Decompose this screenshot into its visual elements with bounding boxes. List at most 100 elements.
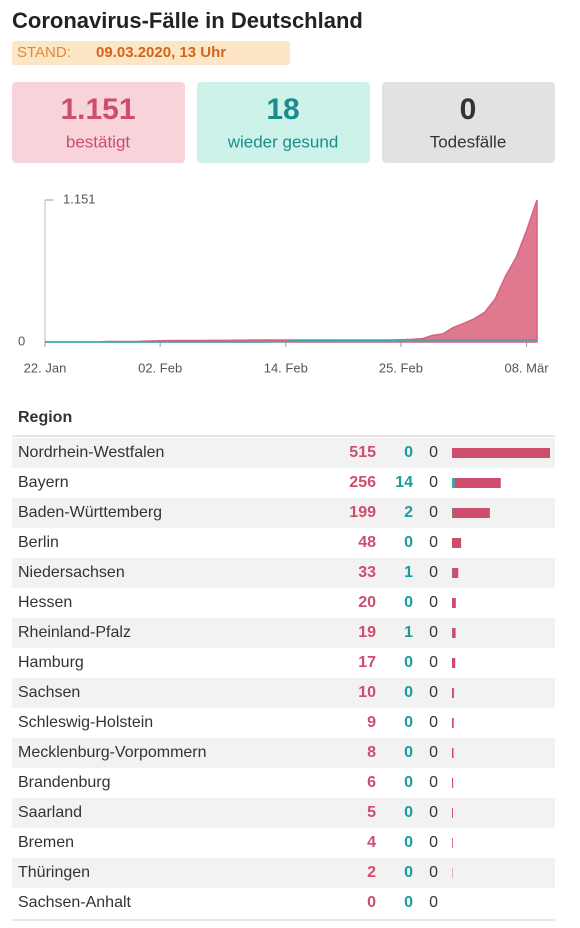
confirmed: 17	[358, 654, 376, 671]
recovered: 0	[404, 684, 413, 701]
recovered: 0	[404, 864, 413, 881]
recovered: 0	[404, 744, 413, 761]
recovered: 0	[404, 774, 413, 791]
confirmed-bar	[452, 568, 459, 578]
stat-card	[12, 82, 185, 163]
confirmed: 10	[358, 684, 376, 701]
confirmed: 9	[367, 714, 376, 731]
table-header: Region	[18, 409, 72, 426]
region-name: Mecklenburg-Vorpommern	[18, 744, 207, 761]
region-name: Hamburg	[18, 654, 84, 671]
x-tick-label: 25. Feb	[379, 360, 423, 375]
region-name: Brandenburg	[18, 774, 111, 791]
stand-badge	[12, 41, 290, 65]
region-name: Hessen	[18, 594, 72, 611]
recovered: 1	[404, 624, 413, 641]
confirmed: 48	[358, 534, 376, 551]
x-tick-label: 22. Jan	[24, 360, 67, 375]
recovered: 0	[404, 534, 413, 551]
title: Coronavirus-Fälle in Deutschland	[12, 8, 363, 33]
confirmed: 19	[358, 624, 376, 641]
deaths: 0	[429, 894, 438, 911]
region-name: Rheinland-Pfalz	[18, 624, 131, 641]
confirmed: 256	[349, 474, 376, 491]
deaths: 0	[429, 564, 438, 581]
confirmed-bar	[452, 688, 454, 698]
region-name: Berlin	[18, 534, 59, 551]
region-name: Schleswig-Holstein	[18, 714, 153, 731]
confirmed-bar	[452, 598, 456, 608]
y-tick-label: 1.151	[63, 191, 96, 206]
deaths: 0	[429, 594, 438, 611]
y-tick-label: 0	[18, 333, 25, 348]
region-name: Sachsen	[18, 684, 80, 701]
region-name: Nordrhein-Westfalen	[18, 444, 164, 461]
stat-value: 18	[266, 93, 299, 126]
stat-card	[197, 82, 370, 163]
deaths: 0	[429, 744, 438, 761]
deaths: 0	[429, 474, 438, 491]
confirmed: 515	[349, 444, 376, 461]
deaths: 0	[429, 714, 438, 731]
confirmed: 5	[367, 804, 376, 821]
deaths: 0	[429, 654, 438, 671]
deaths: 0	[429, 444, 438, 461]
recovered-bar	[452, 478, 455, 488]
stat-value: 0	[460, 93, 477, 126]
confirmed: 6	[367, 774, 376, 791]
confirmed-bar	[452, 448, 550, 458]
confirmed: 20	[358, 594, 376, 611]
area	[45, 199, 538, 343]
stat-label: wieder gesund	[227, 132, 339, 151]
recovered: 14	[395, 474, 413, 491]
deaths: 0	[429, 684, 438, 701]
confirmed-bar	[452, 778, 454, 788]
recovered: 0	[404, 894, 413, 911]
region-name: Niedersachsen	[18, 564, 125, 581]
row-bg	[12, 678, 555, 708]
recovered: 0	[404, 714, 413, 731]
confirmed-bar	[452, 538, 462, 548]
row-bg	[12, 558, 555, 588]
row-bg	[12, 858, 555, 888]
x-tick-label: 14. Feb	[264, 360, 308, 375]
region-name: Saarland	[18, 804, 82, 821]
region-name: Thüringen	[18, 864, 90, 881]
recovered: 0	[404, 444, 413, 461]
stat-label: bestätigt	[66, 132, 131, 151]
x-tick-label: 08. Mär	[504, 360, 549, 375]
confirmed: 4	[367, 834, 376, 851]
deaths: 0	[429, 804, 438, 821]
stand-label: STAND:	[17, 44, 71, 61]
region-name: Bayern	[18, 474, 69, 491]
confirmed-bar	[452, 658, 456, 668]
region-name: Baden-Württemberg	[18, 504, 162, 521]
confirmed-bar	[452, 478, 501, 488]
confirmed-bar	[452, 748, 454, 758]
stat-value: 1.151	[60, 93, 135, 126]
confirmed-bar	[452, 628, 456, 638]
region-name: Bremen	[18, 834, 74, 851]
row-bg	[12, 618, 555, 648]
confirmed-bar	[452, 718, 454, 728]
deaths: 0	[429, 624, 438, 641]
confirmed-bar	[452, 838, 453, 848]
recovered: 0	[404, 834, 413, 851]
deaths: 0	[429, 834, 438, 851]
stand-value: 09.03.2020, 13 Uhr	[96, 44, 226, 61]
row-bg	[12, 738, 555, 768]
stat-label: Todesfälle	[430, 132, 507, 151]
stat-card	[382, 82, 555, 163]
deaths: 0	[429, 534, 438, 551]
confirmed: 2	[367, 864, 376, 881]
line	[45, 339, 538, 343]
recovered: 1	[404, 564, 413, 581]
recovered: 0	[404, 594, 413, 611]
deaths: 0	[429, 504, 438, 521]
confirmed: 0	[367, 894, 376, 911]
x-tick-label: 02. Feb	[138, 360, 182, 375]
deaths: 0	[429, 774, 438, 791]
confirmed: 199	[349, 504, 376, 521]
recovered: 0	[404, 654, 413, 671]
